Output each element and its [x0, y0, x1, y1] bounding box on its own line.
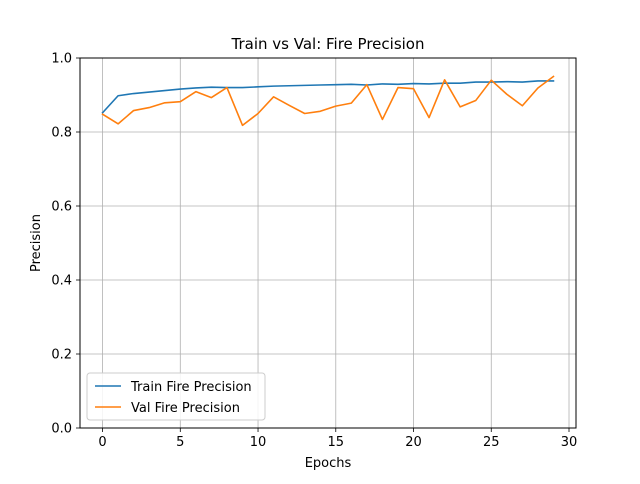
y-tick-label: 0.2	[51, 348, 72, 363]
plot-area-frame	[79, 57, 577, 429]
x-tick-label: 10	[250, 435, 267, 450]
legend-entry-label: Val Fire Precision	[131, 401, 240, 416]
y-tick-label: 1.0	[51, 52, 72, 67]
axis-ticks: 0 5 10 15 20 25 30 0.0 0.2 0.4 0.6 0.8 1.0	[51, 52, 577, 451]
y-axis-label: Precision	[29, 214, 44, 272]
x-tick-label: 30	[561, 435, 578, 450]
y-tick-label: 0.4	[51, 274, 72, 289]
x-tick-label: 5	[176, 435, 184, 450]
y-tick-label: 0.0	[51, 422, 72, 437]
legend-entry-label: Train Fire Precision	[130, 380, 252, 395]
chart-title: Train vs Val: Fire Precision	[231, 35, 425, 53]
x-tick-label: 0	[98, 435, 106, 450]
series-line-val	[101, 75, 555, 127]
series-line-train	[101, 80, 555, 114]
series-lines	[101, 75, 555, 127]
legend: Train Fire Precision Val Fire Precision	[86, 372, 266, 421]
legend-box	[86, 372, 266, 421]
x-tick-label: 25	[483, 435, 500, 450]
x-axis-label: Epochs	[305, 456, 352, 471]
x-tick-label: 20	[405, 435, 422, 450]
x-tick-label: 15	[328, 435, 345, 450]
y-tick-label: 0.6	[51, 200, 72, 215]
y-tick-label: 0.8	[51, 126, 72, 141]
